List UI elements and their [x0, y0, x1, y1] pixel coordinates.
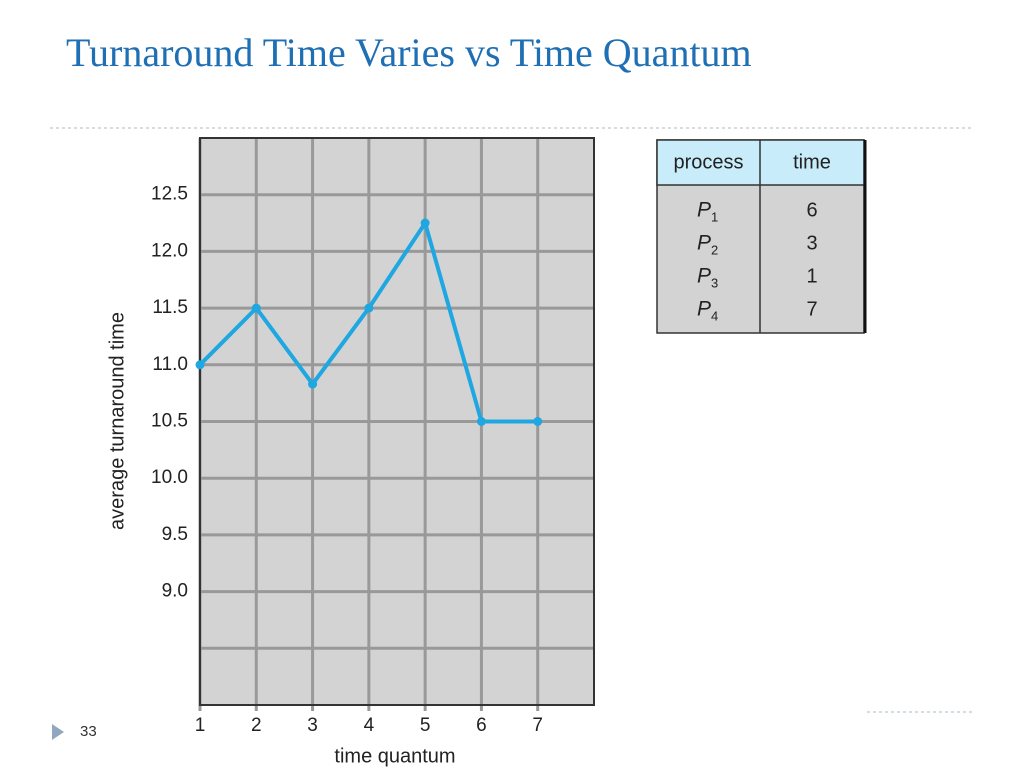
process-subscript: 3 [711, 275, 718, 290]
y-tick-label: 12.5 [151, 184, 188, 205]
process-subscript: 1 [711, 209, 718, 224]
point [420, 218, 430, 228]
y-tick-label: 12.0 [151, 240, 188, 261]
x-tick-label: 6 [476, 715, 487, 736]
y-tick-label: 9.0 [162, 581, 188, 602]
y-tick-label: 9.5 [162, 524, 188, 545]
x-tick-label: 3 [307, 715, 318, 736]
point [251, 303, 261, 313]
x-tick-label: 5 [420, 715, 431, 736]
x-axis-label: time quantum [334, 745, 455, 767]
point [364, 303, 374, 313]
process-subscript: 4 [711, 308, 718, 323]
process-name: P [697, 265, 711, 288]
x-tick-label: 2 [251, 715, 262, 736]
y-tick-label: 11.5 [152, 297, 188, 318]
y-axis-label: average turnaround time [106, 312, 128, 530]
x-tick-label: 1 [195, 715, 206, 736]
time-cell: 3 [806, 232, 817, 254]
process-name: P [697, 199, 711, 222]
table-header-cell: process [673, 151, 743, 173]
point [308, 379, 318, 389]
point [195, 360, 205, 370]
time-cell: 6 [806, 199, 817, 221]
plot-border [199, 137, 595, 706]
y-tick-label: 10.5 [151, 411, 188, 432]
bullet [52, 724, 64, 740]
point [476, 417, 486, 426]
x-tick-label: 7 [532, 715, 543, 736]
y-tick-label: 11.0 [152, 354, 188, 375]
x-tick-label: 4 [364, 715, 375, 736]
slide-title: Turnaround Time Varies vs Time Quantum [66, 30, 752, 75]
page-number: 33 [80, 723, 97, 740]
process-subscript: 2 [711, 242, 718, 257]
time-cell: 1 [806, 265, 817, 287]
process-name: P [697, 232, 711, 255]
table-header-cell: time [793, 151, 831, 173]
process-name: P [697, 298, 711, 321]
point [533, 417, 543, 426]
y-tick-label: 10.0 [151, 467, 188, 488]
time-cell: 7 [806, 298, 817, 320]
